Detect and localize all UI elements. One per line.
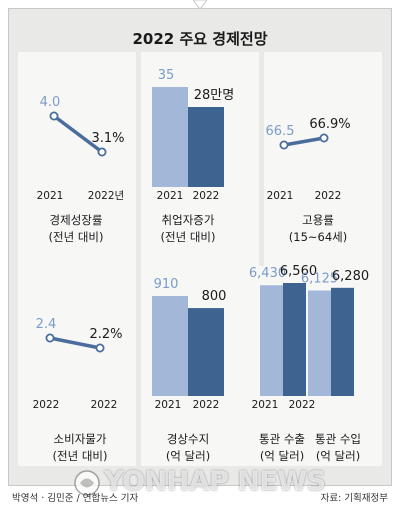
cpi-subtitle: (전년 대비)	[53, 449, 108, 463]
card-growth	[18, 52, 136, 270]
exports-value-label-1: 6,430	[249, 266, 286, 281]
emp-rate-subtitle: (15~64세)	[289, 230, 347, 244]
cpi-series-line	[49, 336, 101, 350]
current-account-value-label-1: 910	[154, 277, 179, 292]
cpi-value-label-1: 2.4	[36, 317, 57, 332]
exports-category-2: 2022	[289, 399, 316, 411]
current-account-category-1: 2021	[155, 399, 182, 411]
footer-credit: 박영석 · 김민준 / 연합뉴스 기자	[12, 493, 139, 504]
cpi-title: 소비자물가	[54, 432, 107, 446]
growth-category-2: 2022년	[88, 190, 124, 202]
growth-series-line	[52, 114, 104, 154]
cpi-category-2: 2022	[91, 399, 118, 411]
top-notch-marker	[193, 0, 207, 10]
employment-bar-2	[188, 107, 224, 187]
card-employment-rate	[264, 52, 382, 270]
cpi-point-1	[45, 333, 55, 343]
growth-title: 경제성장률	[50, 213, 103, 227]
employment-category-2: 2022	[193, 190, 220, 202]
employment-value-label-2: 28만명	[194, 88, 234, 103]
imports-bar-2	[331, 287, 354, 396]
cpi-value-label-2: 2.2%	[89, 327, 122, 342]
emp-rate-category-1: 2021	[267, 190, 294, 202]
emp-rate-title: 고용률	[302, 213, 334, 227]
exports-subtitle: (억 달러)	[260, 449, 304, 463]
employment-subtitle: (전년 대비)	[161, 230, 216, 244]
growth-value-label-1: 4.0	[40, 95, 61, 110]
current-account-title: 경상수지	[167, 432, 209, 446]
imports-value-label-2: 6,280	[332, 269, 369, 284]
yonhap-watermark: YONHAP NEWS	[104, 466, 326, 497]
growth-point-2	[97, 147, 107, 157]
current-account-value-label-2: 800	[202, 289, 227, 304]
card-cpi	[18, 266, 136, 466]
growth-subtitle: (전년 대비)	[49, 230, 104, 244]
emp-rate-point-2	[319, 133, 329, 143]
emp-rate-category-2: 2022	[315, 190, 342, 202]
current-account-bar-1	[152, 296, 188, 396]
emp-rate-point-1	[279, 140, 289, 150]
yonhap-logo-icon	[74, 470, 100, 496]
employment-title: 취업자증가	[162, 213, 215, 227]
exports-value-label-2: 6,560	[280, 264, 317, 279]
cpi-point-2	[95, 343, 105, 353]
employment-bar-1	[152, 87, 188, 187]
emp-rate-value-label-1: 66.5	[266, 124, 295, 139]
emp-rate-series-line	[283, 136, 325, 147]
emp-rate-value-label-2: 66.9%	[309, 117, 350, 132]
current-account-category-2: 2022	[193, 399, 220, 411]
imports-subtitle: (억 달러)	[316, 449, 360, 463]
growth-category-1: 2021	[37, 190, 64, 202]
imports-bar-1	[308, 290, 331, 396]
footer-source: 자료: 기획재정부	[320, 493, 388, 504]
exports-title: 통관 수출	[259, 432, 305, 446]
employment-value-label-1: 35	[158, 68, 175, 83]
current-account-bar-2	[188, 308, 224, 396]
current-account-subtitle: (억 달러)	[166, 449, 210, 463]
growth-value-label-2: 3.1%	[91, 131, 124, 146]
cpi-category-1: 2022	[33, 399, 60, 411]
imports-value-label-1: 6,125	[301, 271, 338, 286]
main-title: 2022 주요 경제전망	[132, 30, 268, 48]
exports-bar-1	[260, 285, 283, 396]
employment-category-1: 2021	[157, 190, 184, 202]
exports-category-1: 2021	[252, 399, 279, 411]
exports-bar-2	[283, 283, 306, 396]
growth-point-1	[49, 111, 59, 121]
imports-title: 통관 수입	[315, 432, 361, 446]
